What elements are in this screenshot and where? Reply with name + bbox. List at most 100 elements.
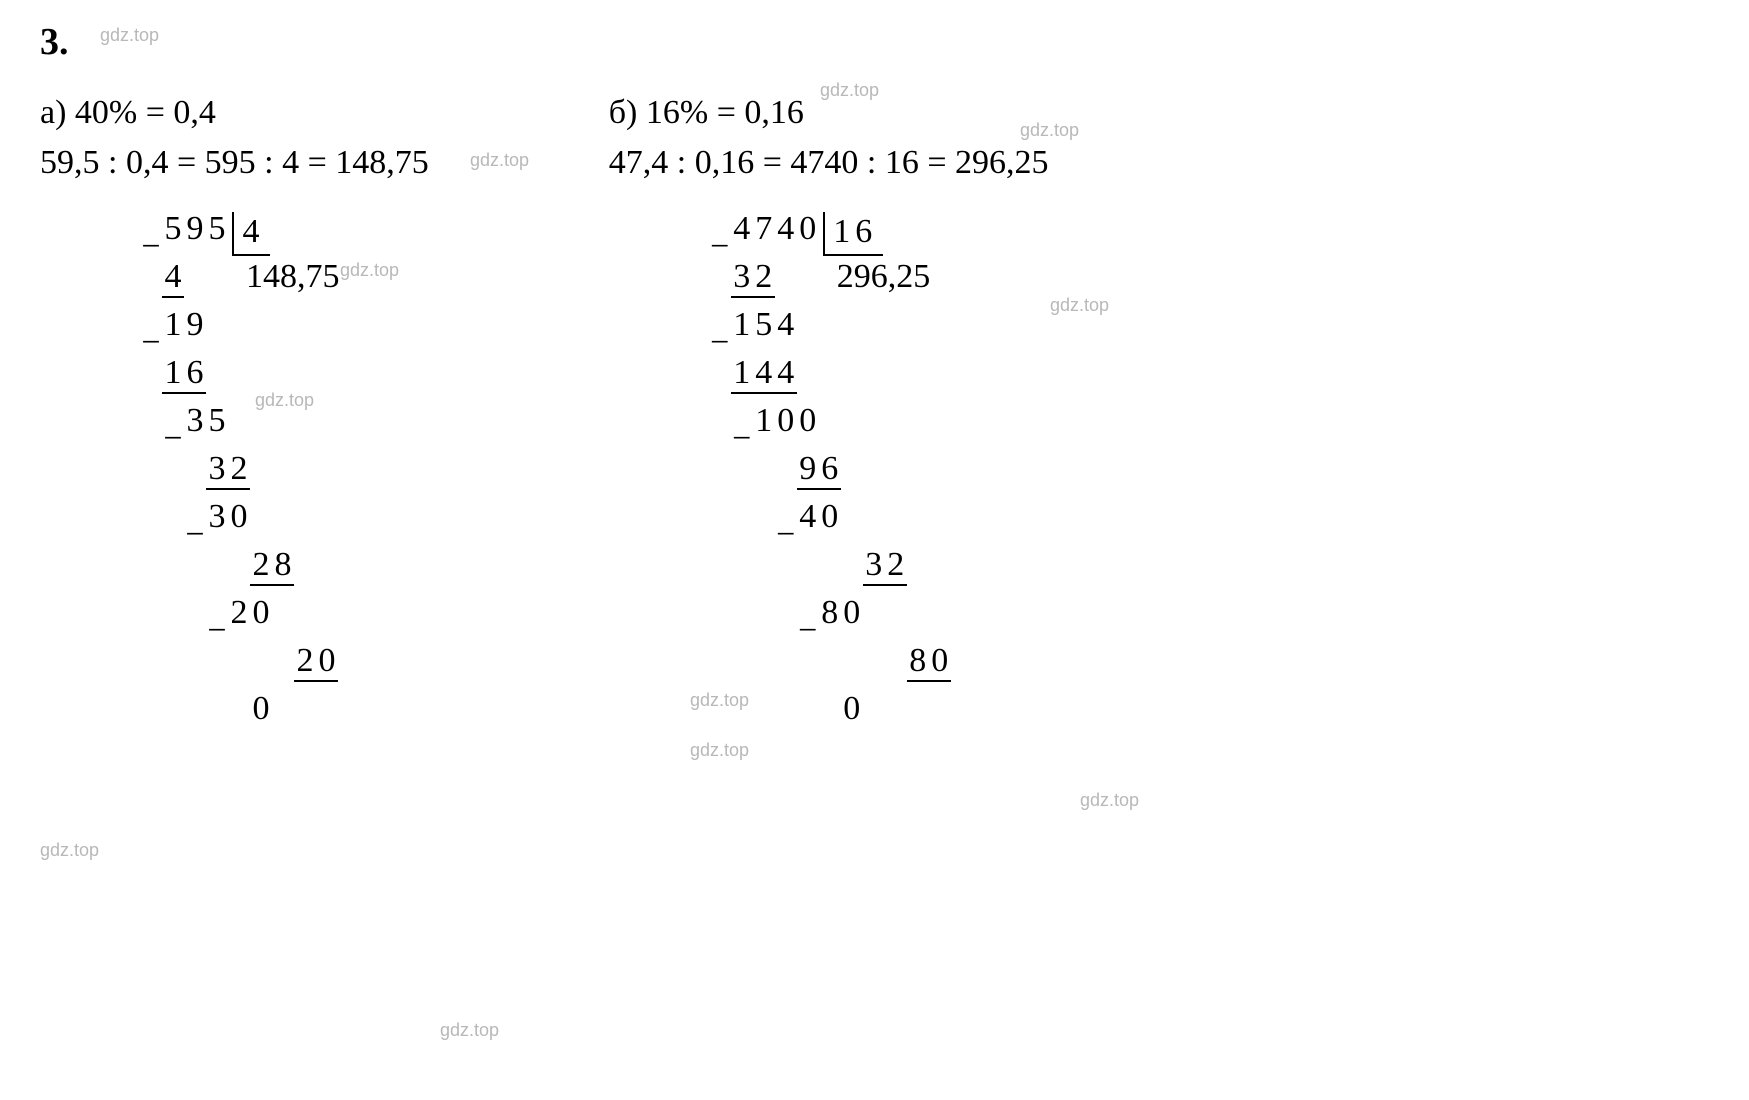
longdiv-row: 32296,25 (709, 260, 1049, 308)
digit: 2 (885, 548, 907, 582)
dividend-digit: 4 (731, 212, 753, 246)
digit: 0 (797, 404, 819, 438)
longdiv-header: −474016 (709, 212, 1049, 260)
digit: 0 (819, 500, 841, 534)
digit: 3 (731, 260, 753, 294)
digit: 2 (228, 596, 250, 630)
longdiv-row: −40 (709, 500, 1049, 548)
minus-sign: − (709, 326, 731, 360)
minus-sign: − (709, 230, 731, 264)
remainder: 20 (228, 596, 272, 630)
digit: 2 (228, 452, 250, 486)
watermark: gdz.top (1080, 790, 1139, 811)
divisor-digit: 1 (831, 215, 853, 249)
dividend-digit: 0 (797, 212, 819, 246)
dividend-digit: 7 (753, 212, 775, 246)
longdiv-row: 20 (140, 644, 429, 692)
digit: 4 (753, 356, 775, 390)
remainder: 0 (250, 692, 272, 726)
digit: 6 (819, 452, 841, 486)
digit: 2 (753, 260, 775, 294)
digit: 3 (863, 548, 885, 582)
digit: 1 (162, 308, 184, 342)
digit: 2 (294, 644, 316, 678)
longdiv-row: −154 (709, 308, 1049, 356)
divisor-box: 4 (232, 212, 270, 256)
digit: 4 (797, 500, 819, 534)
longdiv-row: −19 (140, 308, 429, 356)
digit: 8 (819, 596, 841, 630)
remainder: 0 (841, 692, 863, 726)
col-b-division: 47,4 : 0,16 = 4740 : 16 = 296,25 (609, 144, 1049, 182)
digit: 9 (797, 452, 819, 486)
longdiv-row: 96 (709, 452, 1049, 500)
digit: 0 (250, 692, 272, 726)
longdiv-row: 32 (140, 452, 429, 500)
digit: 6 (184, 356, 206, 390)
subtrahend: 28 (250, 548, 294, 586)
digit: 1 (162, 356, 184, 390)
remainder: 80 (819, 596, 863, 630)
subtrahend: 20 (294, 644, 338, 682)
digit: 0 (228, 500, 250, 534)
col-b-percent-text: 16% = 0,16 (646, 94, 804, 131)
longdiv-row: 32 (709, 548, 1049, 596)
subtrahend: 80 (907, 644, 951, 682)
digit: 1 (731, 308, 753, 342)
remainder: 154 (731, 308, 797, 342)
digit: 0 (929, 644, 951, 678)
col-a-division: 59,5 : 0,4 = 595 : 4 = 148,75 (40, 144, 429, 182)
longdiv-row: 144 (709, 356, 1049, 404)
page-container: 3. а) 40% = 0,4 59,5 : 0,4 = 595 : 4 = 1… (40, 20, 1709, 1080)
divisor-digit: 6 (853, 215, 875, 249)
digit: 0 (841, 596, 863, 630)
watermark: gdz.top (255, 390, 314, 411)
minus-sign: − (184, 518, 206, 552)
watermark: gdz.top (340, 260, 399, 281)
digit: 8 (907, 644, 929, 678)
watermark: gdz.top (1050, 295, 1109, 316)
minus-sign: − (797, 614, 819, 648)
watermark: gdz.top (440, 1020, 499, 1041)
digit: 1 (731, 356, 753, 390)
digit: 2 (250, 548, 272, 582)
digit: 4 (162, 260, 184, 294)
digit: 3 (184, 404, 206, 438)
divisor-box: 16 (823, 212, 883, 256)
quotient: 148,75 (238, 260, 348, 294)
watermark: gdz.top (820, 80, 879, 101)
minus-sign: − (775, 518, 797, 552)
col-a-percent-text: 40% = 0,4 (75, 94, 216, 131)
longdiv-header: −5954 (140, 212, 429, 260)
subtrahend: 32 (863, 548, 907, 586)
longdiv-row: 28 (140, 548, 429, 596)
longdiv-row: −80 (709, 596, 1049, 644)
longdiv-row: −100 (709, 404, 1049, 452)
longdiv-row: −30 (140, 500, 429, 548)
col-b-long-division: −47401632296,25−154144−10096−4032−80800 (709, 212, 1049, 740)
digit: 4 (775, 356, 797, 390)
subtrahend: 4 (162, 260, 184, 298)
watermark: gdz.top (40, 840, 99, 861)
remainder: 100 (753, 404, 819, 438)
digit: 5 (206, 404, 228, 438)
divisor-digit: 4 (240, 215, 262, 249)
column-a: а) 40% = 0,4 59,5 : 0,4 = 595 : 4 = 148,… (40, 94, 429, 740)
problem-number: 3. (40, 20, 1709, 64)
column-b: б) 16% = 0,16 47,4 : 0,16 = 4740 : 16 = … (609, 94, 1049, 740)
columns-wrapper: а) 40% = 0,4 59,5 : 0,4 = 595 : 4 = 148,… (40, 94, 1709, 740)
subtrahend: 144 (731, 356, 797, 394)
digit: 0 (316, 644, 338, 678)
longdiv-row: 0 (709, 692, 1049, 740)
subtrahend: 16 (162, 356, 206, 394)
dividend-digit: 5 (206, 212, 228, 246)
dividend-digit: 5 (162, 212, 184, 246)
subtrahend: 32 (731, 260, 775, 298)
longdiv-row: 80 (709, 644, 1049, 692)
digit: 9 (184, 308, 206, 342)
col-a-percent: а) 40% = 0,4 (40, 94, 429, 132)
longdiv-row: −35 (140, 404, 429, 452)
dividend-digit: 9 (184, 212, 206, 246)
watermark: gdz.top (1020, 120, 1079, 141)
longdiv-row: 0 (140, 692, 429, 740)
